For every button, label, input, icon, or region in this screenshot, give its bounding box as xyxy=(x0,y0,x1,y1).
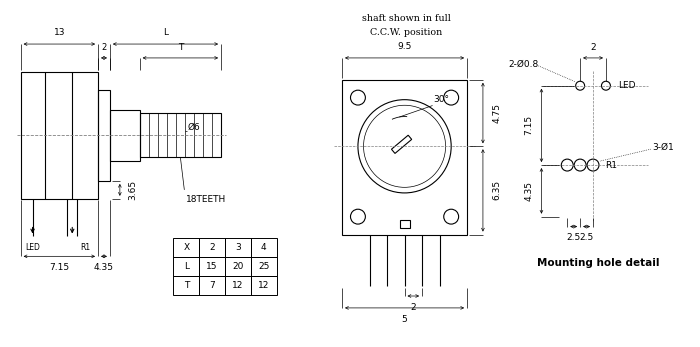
Text: L: L xyxy=(163,28,168,37)
Text: 9.5: 9.5 xyxy=(398,42,412,51)
Text: R1: R1 xyxy=(80,244,90,252)
Text: 20: 20 xyxy=(232,262,244,271)
Text: 2.5: 2.5 xyxy=(580,232,594,242)
Text: R1: R1 xyxy=(605,161,617,170)
Text: 12: 12 xyxy=(258,281,270,290)
Bar xyxy=(140,113,221,157)
Text: Ø6: Ø6 xyxy=(188,122,200,132)
Text: 2: 2 xyxy=(410,303,416,312)
Bar xyxy=(251,276,276,295)
Text: 4.35: 4.35 xyxy=(524,181,533,201)
Text: 13: 13 xyxy=(54,28,65,37)
Text: 4: 4 xyxy=(261,243,267,252)
Bar xyxy=(342,80,467,235)
Text: 5: 5 xyxy=(402,315,407,324)
Text: 18TEETH: 18TEETH xyxy=(186,195,227,204)
Text: 4.35: 4.35 xyxy=(94,263,114,272)
Text: LED: LED xyxy=(618,81,636,90)
Text: 2: 2 xyxy=(590,43,596,52)
Text: C.C.W. position: C.C.W. position xyxy=(370,28,442,37)
Text: 4.75: 4.75 xyxy=(493,103,502,123)
Text: 2: 2 xyxy=(209,243,215,252)
Bar xyxy=(174,257,199,276)
Text: 2-Ø0.8: 2-Ø0.8 xyxy=(508,59,538,68)
Bar xyxy=(98,90,110,181)
Text: Mounting hole detail: Mounting hole detail xyxy=(537,258,659,268)
Text: X: X xyxy=(183,243,190,252)
Text: 3: 3 xyxy=(235,243,241,252)
Text: 3-Ø1: 3-Ø1 xyxy=(652,143,674,152)
Bar xyxy=(174,276,199,295)
Text: 7.15: 7.15 xyxy=(49,263,69,272)
Text: 6.35: 6.35 xyxy=(493,180,502,201)
Text: shaft shown in full: shaft shown in full xyxy=(362,14,451,23)
Text: 3.65: 3.65 xyxy=(128,180,136,200)
Bar xyxy=(199,276,225,295)
Text: 25: 25 xyxy=(258,262,270,271)
Bar xyxy=(251,238,276,257)
Bar xyxy=(21,72,98,199)
Bar xyxy=(251,257,276,276)
Text: 12: 12 xyxy=(232,281,244,290)
Bar xyxy=(225,238,251,257)
Bar xyxy=(174,238,199,257)
Text: 30°: 30° xyxy=(433,95,449,103)
Text: 2.5: 2.5 xyxy=(566,232,581,242)
Text: 7.15: 7.15 xyxy=(524,115,533,135)
Bar xyxy=(110,110,140,161)
Bar xyxy=(225,276,251,295)
Text: L: L xyxy=(184,262,189,271)
Bar xyxy=(400,220,410,228)
Text: 7: 7 xyxy=(209,281,215,290)
Bar xyxy=(225,257,251,276)
Bar xyxy=(199,238,225,257)
Text: T: T xyxy=(183,281,189,290)
Text: 2: 2 xyxy=(102,43,106,52)
Text: LED: LED xyxy=(25,244,40,252)
Text: T: T xyxy=(178,43,183,52)
Bar xyxy=(391,135,412,153)
Text: 15: 15 xyxy=(206,262,218,271)
Bar xyxy=(199,257,225,276)
